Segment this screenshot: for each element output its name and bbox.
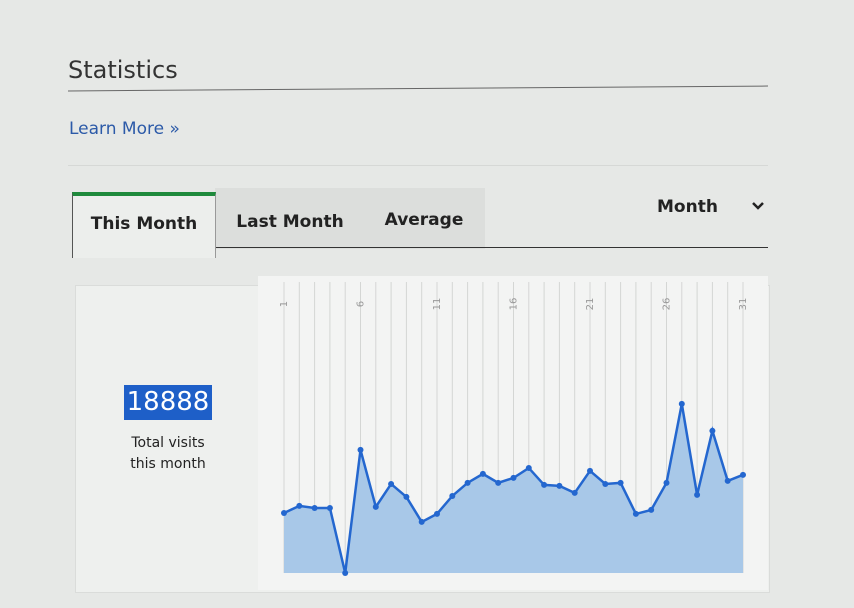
point [602,480,609,487]
point [296,502,303,509]
point [541,481,548,488]
point [372,503,379,510]
point [617,479,624,486]
point [403,493,410,500]
point [418,518,425,525]
tab-label[interactable]: Last Month [236,212,344,232]
point [740,471,746,478]
point [632,510,639,517]
point [648,506,655,513]
point [326,504,333,511]
title: Statistics [68,56,178,84]
point [709,427,716,434]
point [556,482,563,489]
tab-label[interactable]: Average [384,210,464,230]
stat-label: Total visits [131,435,205,451]
period-select[interactable]: Month [657,197,718,217]
point [678,400,685,407]
point [525,464,532,471]
point [464,479,471,486]
divider [68,165,768,166]
area [284,403,743,573]
point [479,470,486,477]
tab-label[interactable]: This Month [90,214,198,234]
tab-strip [215,188,485,249]
chevron-icon[interactable] [750,200,766,212]
point [724,477,731,484]
point [311,504,318,511]
point [449,492,456,499]
point [357,446,364,453]
point [342,570,349,576]
learn-more-link[interactable]: Learn More » [69,119,180,139]
x-tick-label: 1 [279,301,290,307]
point [663,479,670,486]
point [510,474,517,481]
point [571,489,578,496]
x-tick-label: 31 [738,298,749,311]
stat-value: 18888 [124,385,212,420]
point [495,479,502,486]
point [388,480,395,487]
x-tick-label: 11 [432,298,443,311]
tab-rule [216,247,768,248]
tab-active[interactable] [72,192,216,258]
x-tick-label: 21 [585,298,596,311]
x-tick-label: 26 [662,298,673,311]
point [434,510,440,517]
point [281,509,287,516]
x-tick-label: 16 [509,298,520,311]
point [694,491,701,498]
stat-label: this month [130,456,206,472]
x-tick-label: 6 [356,301,367,307]
point [587,467,593,474]
